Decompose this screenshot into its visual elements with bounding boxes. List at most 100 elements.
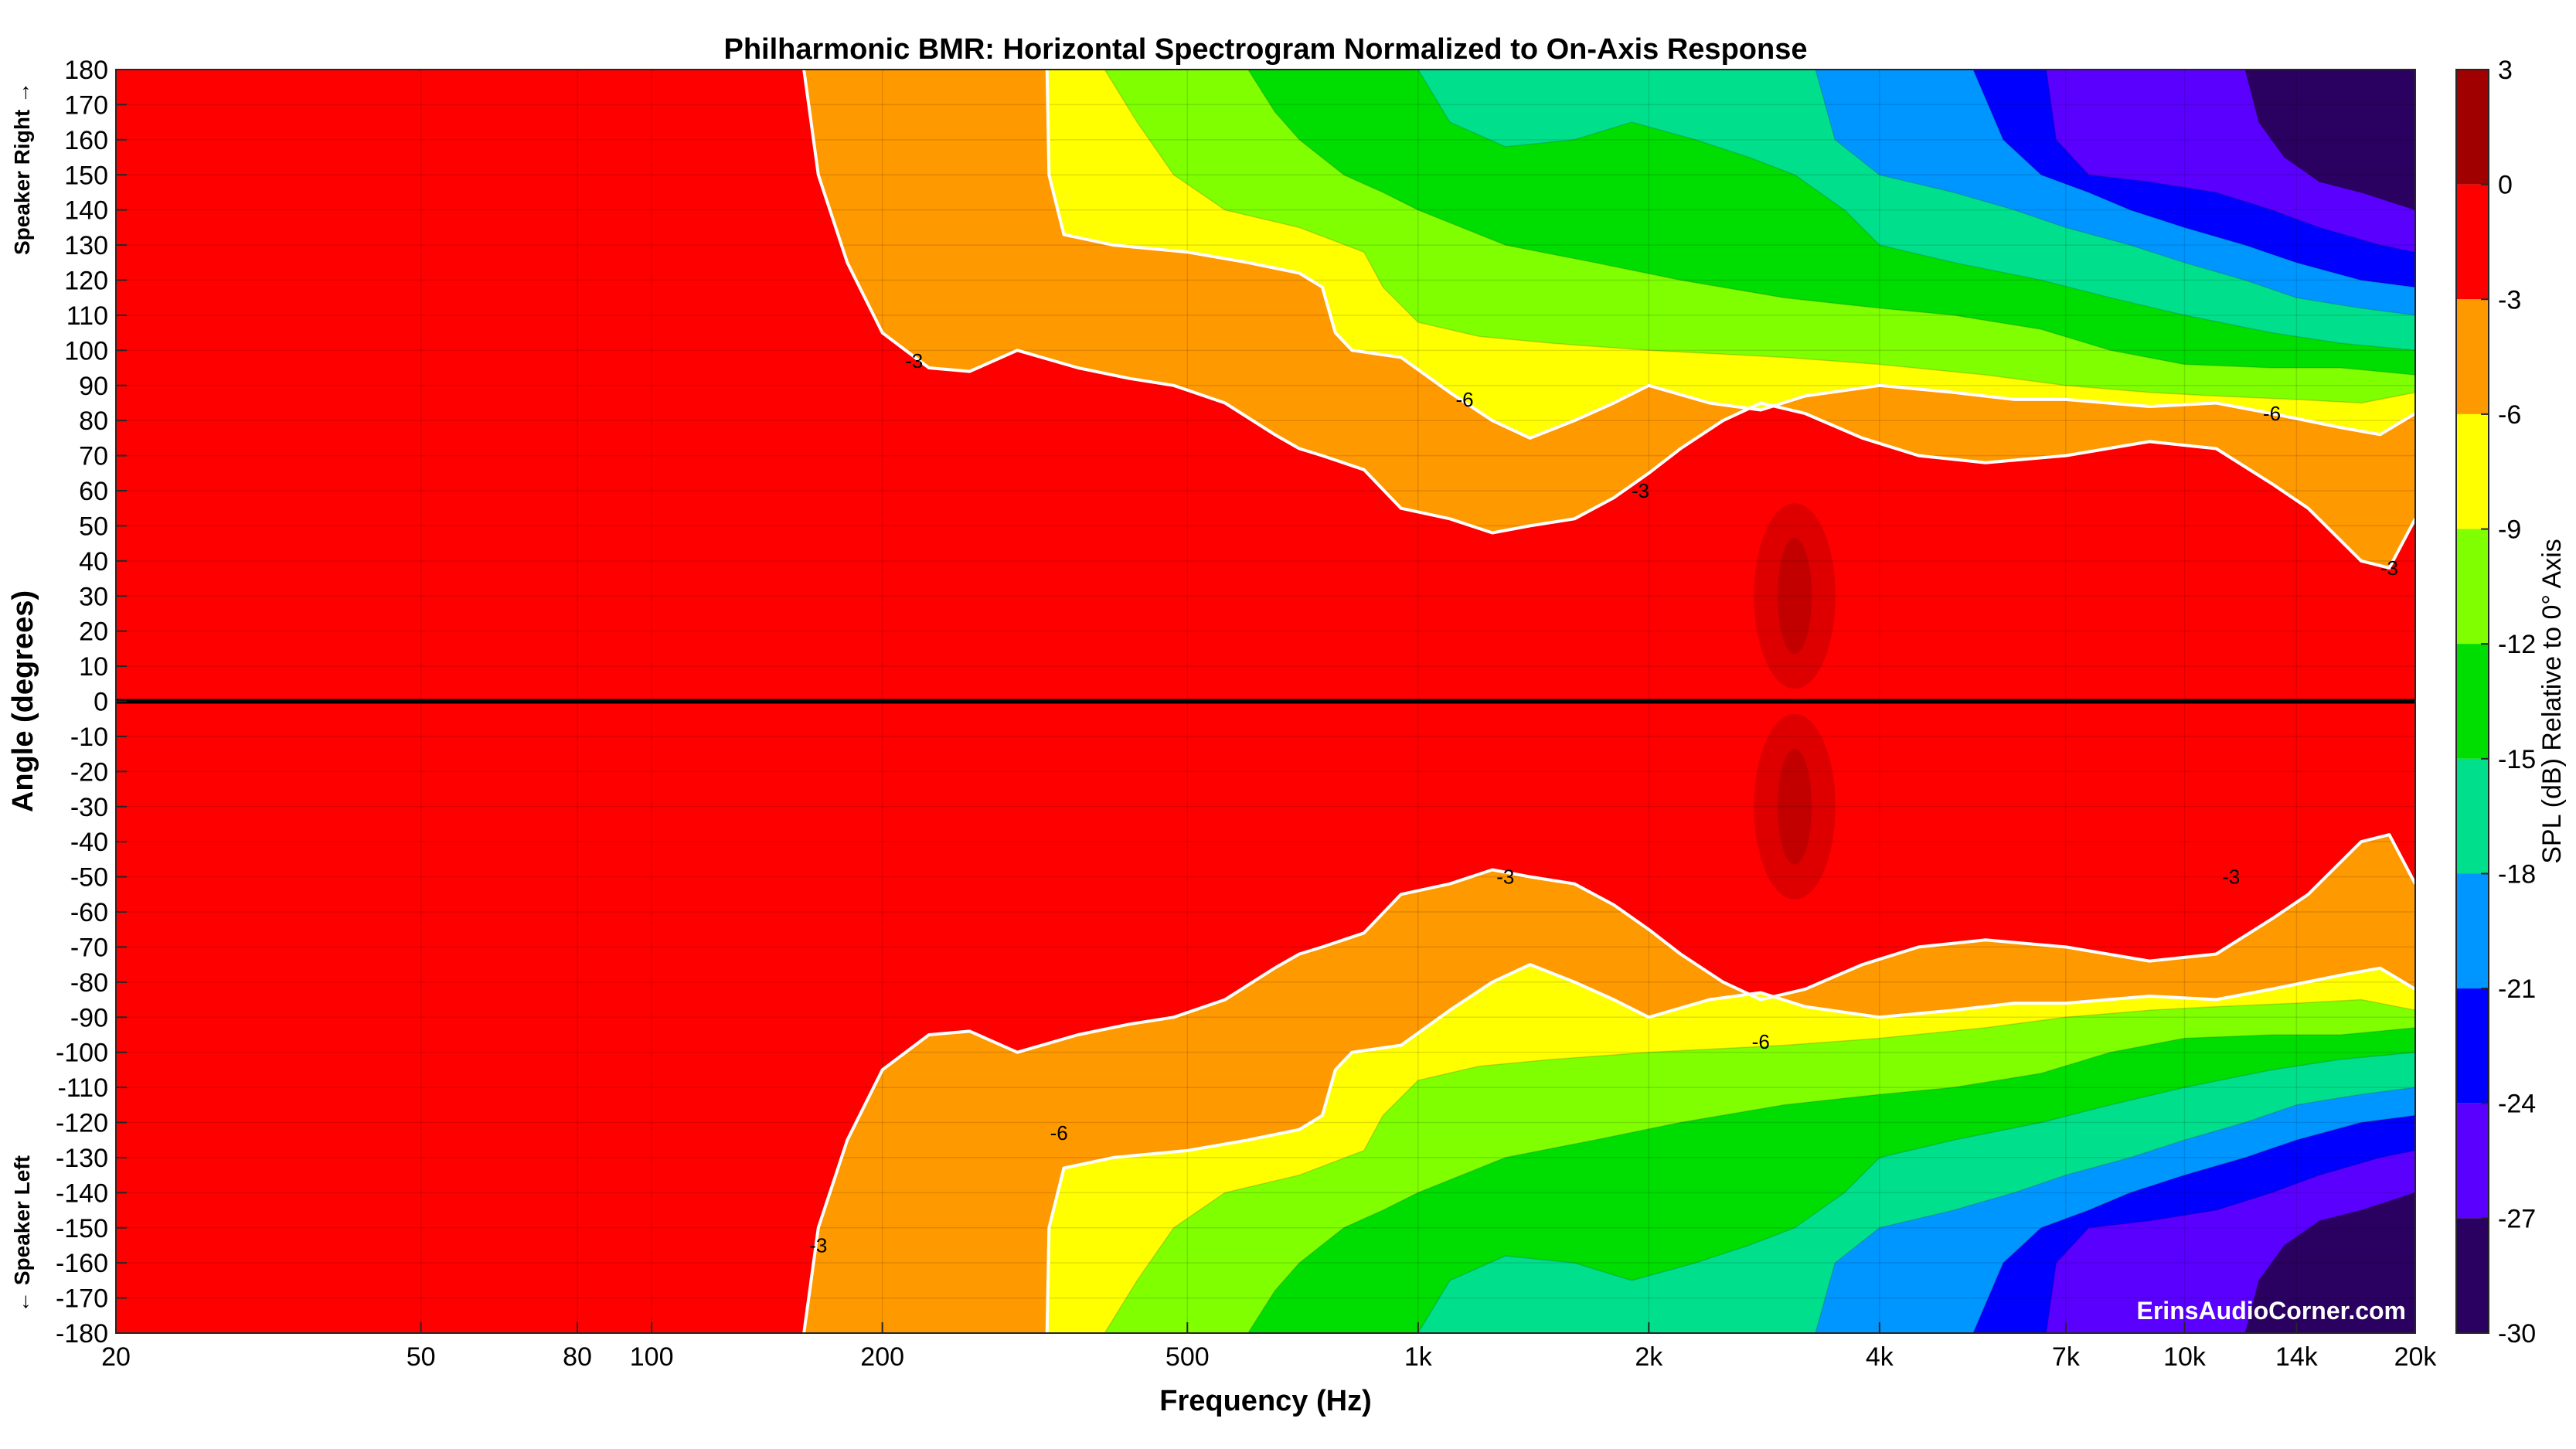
x-tick-label-0: 20: [101, 1342, 131, 1372]
x-tick-label-2: 80: [563, 1342, 592, 1372]
hotspot-core-1: [1778, 748, 1812, 865]
colorbar: [2455, 69, 2489, 1334]
x-tick-label-12: 20k: [2394, 1342, 2438, 1372]
y-tick-label-5: 130: [64, 231, 108, 260]
contour-label-4: -3: [2380, 556, 2398, 580]
colorbar-band-4: [2456, 529, 2489, 645]
colorbar-tick-label-2: -3: [2498, 285, 2521, 315]
colorbar-band-1: [2456, 184, 2489, 300]
x-tick-label-9: 7k: [2052, 1342, 2081, 1372]
colorbar-tick-label-4: -9: [2498, 515, 2521, 545]
contour-labels: -3 -6 -3 -6 -3 -3 -3 -6 -6 -3: [809, 349, 2398, 1257]
isolines: [116, 70, 2415, 1333]
x-tick-label-5: 500: [1165, 1342, 1210, 1372]
y-tick-label-28: -100: [56, 1039, 108, 1068]
y-tick-label-26: -80: [70, 968, 108, 998]
y-tick-label-22: -40: [70, 828, 108, 857]
y-tick-labels: 1801701601501401301201101009080706050403…: [56, 56, 108, 1349]
x-tick-label-7: 2k: [1635, 1342, 1663, 1372]
y-tick-label-36: -180: [56, 1319, 108, 1349]
colorbar-frame: [2455, 69, 2489, 1334]
colorbar-band-6: [2456, 758, 2489, 874]
colorbar-tick-label-11: -30: [2498, 1319, 2536, 1349]
hotspot-0: [1754, 503, 1836, 689]
contour-band-30db-upper: [2245, 70, 2415, 210]
y-tick-label-18: 0: [94, 688, 108, 717]
y-tick-label-29: -110: [57, 1073, 108, 1103]
y-tick-label-15: 30: [79, 582, 108, 611]
isoline-6db-upper: [1045, 70, 2415, 440]
y-tick-label-8: 100: [64, 336, 108, 366]
isoline-12db-lower: [1247, 1027, 2415, 1333]
colorbar-tick-label-3: -6: [2498, 400, 2521, 430]
colorbar-band-3: [2456, 413, 2489, 529]
colorbar-band-8: [2456, 988, 2489, 1104]
speaker-right-label: Speaker Right →: [10, 82, 34, 255]
y-tick-label-14: 40: [79, 547, 108, 577]
chart-title: Philharmonic BMR: Horizontal Spectrogram…: [724, 33, 1808, 66]
contour-label-7: -6: [1752, 1030, 1770, 1053]
y-tick-label-21: -30: [70, 793, 108, 822]
contour-fills: [804, 70, 2415, 1333]
y-tick-label-19: -10: [70, 723, 108, 752]
y-tick-label-4: 140: [64, 196, 108, 226]
isoline-12db-upper: [1247, 70, 2415, 376]
isoline-24db-upper: [2045, 70, 2415, 253]
y-tick-label-3: 150: [64, 161, 108, 190]
x-tick-label-10: 10k: [2163, 1342, 2207, 1372]
contour-label-3: -6: [2263, 402, 2281, 425]
y-tick-label-0: 180: [64, 56, 108, 85]
colorbar-band-9: [2456, 1103, 2489, 1219]
x-tick-label-1: 50: [407, 1342, 436, 1372]
isoline-21db-lower: [1972, 1114, 2415, 1333]
y-tick-label-1: 170: [64, 90, 108, 120]
hotspot-core-0: [1778, 538, 1812, 655]
y-tick-label-2: 160: [64, 126, 108, 155]
colorbar-tick-label-0: 3: [2498, 56, 2513, 85]
y-tick-label-12: 60: [79, 477, 108, 506]
axes: [115, 69, 2416, 1334]
isoline-27db-upper: [2244, 70, 2415, 211]
contour-label-6: -3: [2222, 866, 2240, 889]
x-tick-label-3: 100: [630, 1342, 674, 1372]
y-tick-label-6: 120: [64, 267, 108, 296]
contour-label-1: -6: [1455, 388, 1473, 411]
y-tick-label-7: 110: [66, 301, 108, 331]
y-tick-label-32: -140: [56, 1179, 108, 1208]
colorbar-band-0: [2456, 70, 2489, 185]
speaker-left-label: ← Speaker Left: [10, 1155, 34, 1313]
colorbar-band-10: [2456, 1218, 2489, 1333]
y-tick-label-33: -150: [56, 1214, 108, 1243]
y-tick-label-34: -160: [56, 1249, 108, 1278]
y-tick-label-13: 50: [79, 512, 108, 541]
colorbar-tick-label-6: -15: [2498, 745, 2536, 774]
y-tick-label-35: -170: [56, 1284, 108, 1314]
y-axis-label: Angle (degrees): [7, 590, 39, 812]
y-tick-label-30: -120: [56, 1109, 108, 1138]
contour-label-9: -3: [809, 1233, 827, 1257]
contour-label-8: -6: [1050, 1121, 1068, 1145]
x-axis-label: Frequency (Hz): [1159, 1385, 1371, 1417]
colorbar-tick-label-9: -24: [2498, 1090, 2536, 1119]
x-tick-label-6: 1k: [1404, 1342, 1433, 1372]
colorbar-tick-label-8: -21: [2498, 975, 2536, 1004]
x-tick-label-11: 14k: [2275, 1342, 2319, 1372]
y-tick-label-11: 70: [79, 442, 108, 471]
isoline-18db-lower: [1815, 1087, 2415, 1333]
isoline-18db-upper: [1815, 70, 2415, 316]
y-tick-label-9: 90: [79, 372, 108, 401]
x-tick-label-4: 200: [860, 1342, 904, 1372]
isoline-3db-upper: [802, 70, 2415, 570]
isoline-9db-lower: [1104, 998, 2415, 1333]
y-tick-label-24: -60: [70, 898, 108, 927]
y-tick-label-27: -90: [70, 1003, 108, 1032]
y-tick-label-17: 10: [79, 652, 108, 682]
colorbar-tick-label-5: -12: [2498, 630, 2536, 659]
hotspot-1: [1754, 713, 1836, 900]
x-tick-labels: 20 50 80 100 200 500 1k 2k 4k 7k 10k 14k 20k: [101, 1342, 2437, 1372]
colorbar-tick-label-1: 0: [2498, 171, 2513, 200]
colorbar-band-5: [2456, 644, 2489, 759]
y-tick-label-31: -130: [56, 1144, 108, 1173]
isoline-27db-lower: [2244, 1192, 2415, 1333]
isoline-24db-lower: [2045, 1150, 2415, 1333]
